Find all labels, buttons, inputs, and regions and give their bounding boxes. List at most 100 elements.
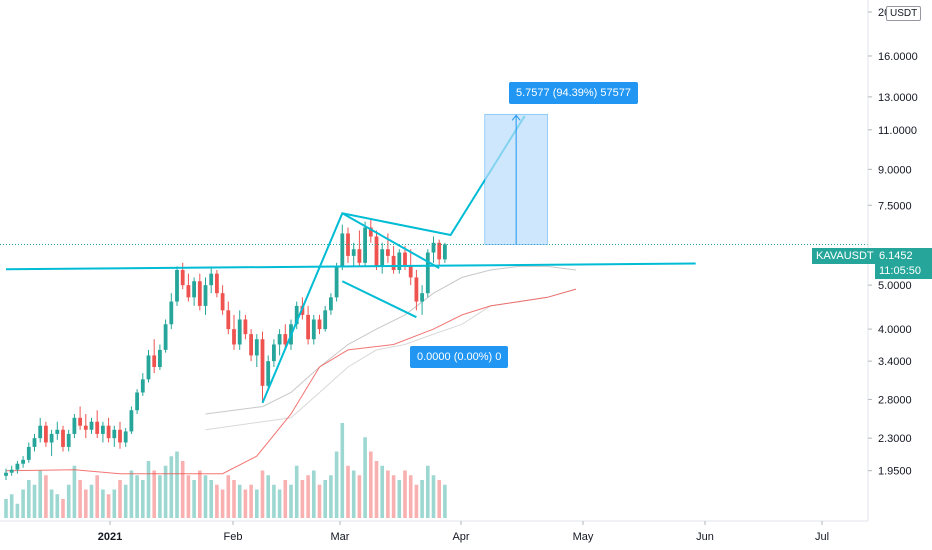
candle-body [78, 417, 82, 426]
time-tick-label: 2021 [98, 531, 122, 543]
volume-bar [443, 484, 447, 518]
candle-body [66, 433, 71, 447]
price-tick-label: 9.0000 [878, 164, 912, 176]
volume-bar [38, 470, 42, 518]
volume-bar [135, 475, 139, 518]
drawing-tools[interactable] [0, 113, 868, 404]
candle-body [152, 355, 157, 368]
candle-body [414, 277, 419, 302]
price-range-measure-label[interactable]: 5.7577 (94.39%) 57577 [509, 82, 638, 104]
volume-bar [312, 470, 316, 518]
price-range-measure-arrowhead [511, 114, 521, 121]
volume-bar [340, 423, 345, 518]
candle-body [192, 281, 196, 298]
candle-body [4, 472, 8, 476]
price-tick-label: 11.0000 [878, 125, 917, 137]
candle-body [112, 429, 117, 439]
candle-body [249, 334, 253, 356]
volume-bar [78, 480, 82, 518]
candle-body [323, 310, 328, 330]
candle-body [260, 339, 265, 386]
price-tick-label: 3.4000 [878, 356, 912, 368]
volume-bar [89, 484, 94, 518]
volume-histogram [4, 423, 447, 518]
candle-body [129, 410, 134, 432]
candle-body [175, 269, 179, 302]
volume-bar [374, 461, 379, 518]
candle-body [408, 266, 413, 278]
volume-bar [27, 480, 31, 518]
time-axis[interactable]: 2021 Feb Mar Apr May Jun Jul [98, 521, 829, 543]
candle-body [374, 236, 379, 267]
volume-bar [95, 475, 99, 518]
price-tick-label: 16.0000 [878, 51, 918, 63]
time-tick-label: Apr [452, 531, 469, 543]
volume-bar [152, 470, 156, 518]
currency-badge[interactable]: USDT [886, 6, 922, 21]
time-tick-label: Jun [696, 531, 714, 543]
candle-body [158, 349, 162, 368]
volume-bar [277, 489, 282, 518]
candle-body [294, 305, 299, 325]
price-tick-label: 1.9500 [878, 466, 912, 478]
ichimoku-indicator [5, 265, 577, 475]
volume-bar [141, 480, 145, 518]
candle-body [391, 255, 396, 270]
volume-bar [386, 470, 390, 518]
price-tick-label: 4.0000 [878, 324, 912, 336]
candle-body [243, 319, 248, 335]
flag-upper-trendline [341, 212, 440, 270]
candle-body [283, 334, 288, 345]
horizontal-support-line [5, 262, 696, 271]
candle-body [340, 233, 345, 267]
candle-body [209, 273, 214, 286]
zero-range-measure-label[interactable]: 0.0000 (0.00%) 0 [410, 346, 509, 368]
volume-bar [323, 480, 327, 518]
price-tick-label: 2.8000 [878, 394, 912, 406]
volume-bar [380, 465, 384, 518]
volume-bar [4, 499, 8, 518]
candle-body [95, 421, 100, 434]
price-tick-label: 2.3000 [878, 433, 912, 445]
ichimoku-span-a-line [205, 265, 577, 415]
candle-body [101, 425, 105, 434]
volume-bar [426, 465, 430, 518]
candle-body [329, 297, 333, 311]
volume-bar [255, 489, 259, 518]
candle-body [237, 319, 242, 345]
volume-bar [163, 465, 168, 518]
price-tick-label: 5.0000 [878, 280, 912, 292]
candle-body [186, 285, 191, 298]
volume-bar [186, 475, 191, 518]
volume-bar [357, 475, 362, 518]
volume-bar [215, 484, 219, 518]
candle-body [55, 429, 60, 434]
volume-bar [158, 475, 162, 518]
volume-bar [123, 484, 128, 518]
candle-body [118, 429, 122, 443]
candle-body [317, 319, 322, 330]
price-axis[interactable]: 1.9500 2.3000 2.8000 3.4000 4.0000 5.0000 7.50… [868, 7, 918, 478]
volume-bar [237, 484, 242, 518]
volume-bar [414, 484, 419, 518]
volume-bar [294, 465, 299, 518]
volume-bar [249, 484, 253, 518]
candle-body [357, 249, 362, 263]
volume-bar [283, 480, 288, 518]
candle-body [61, 429, 65, 447]
bar-countdown-label: 11:05:50 [875, 263, 932, 279]
candle-body [49, 433, 54, 443]
volume-bar [272, 484, 276, 518]
volume-bar [397, 480, 402, 518]
time-tick-label: Feb [224, 531, 243, 543]
candle-body [15, 463, 20, 470]
volume-bar [203, 475, 208, 518]
volume-bar [15, 503, 20, 518]
volume-bar [49, 489, 54, 518]
candle-body [38, 425, 43, 439]
volume-bar [232, 480, 236, 518]
price-tick-label: 7.5000 [878, 200, 912, 212]
volume-bar [66, 484, 71, 518]
candle-body [425, 252, 430, 294]
